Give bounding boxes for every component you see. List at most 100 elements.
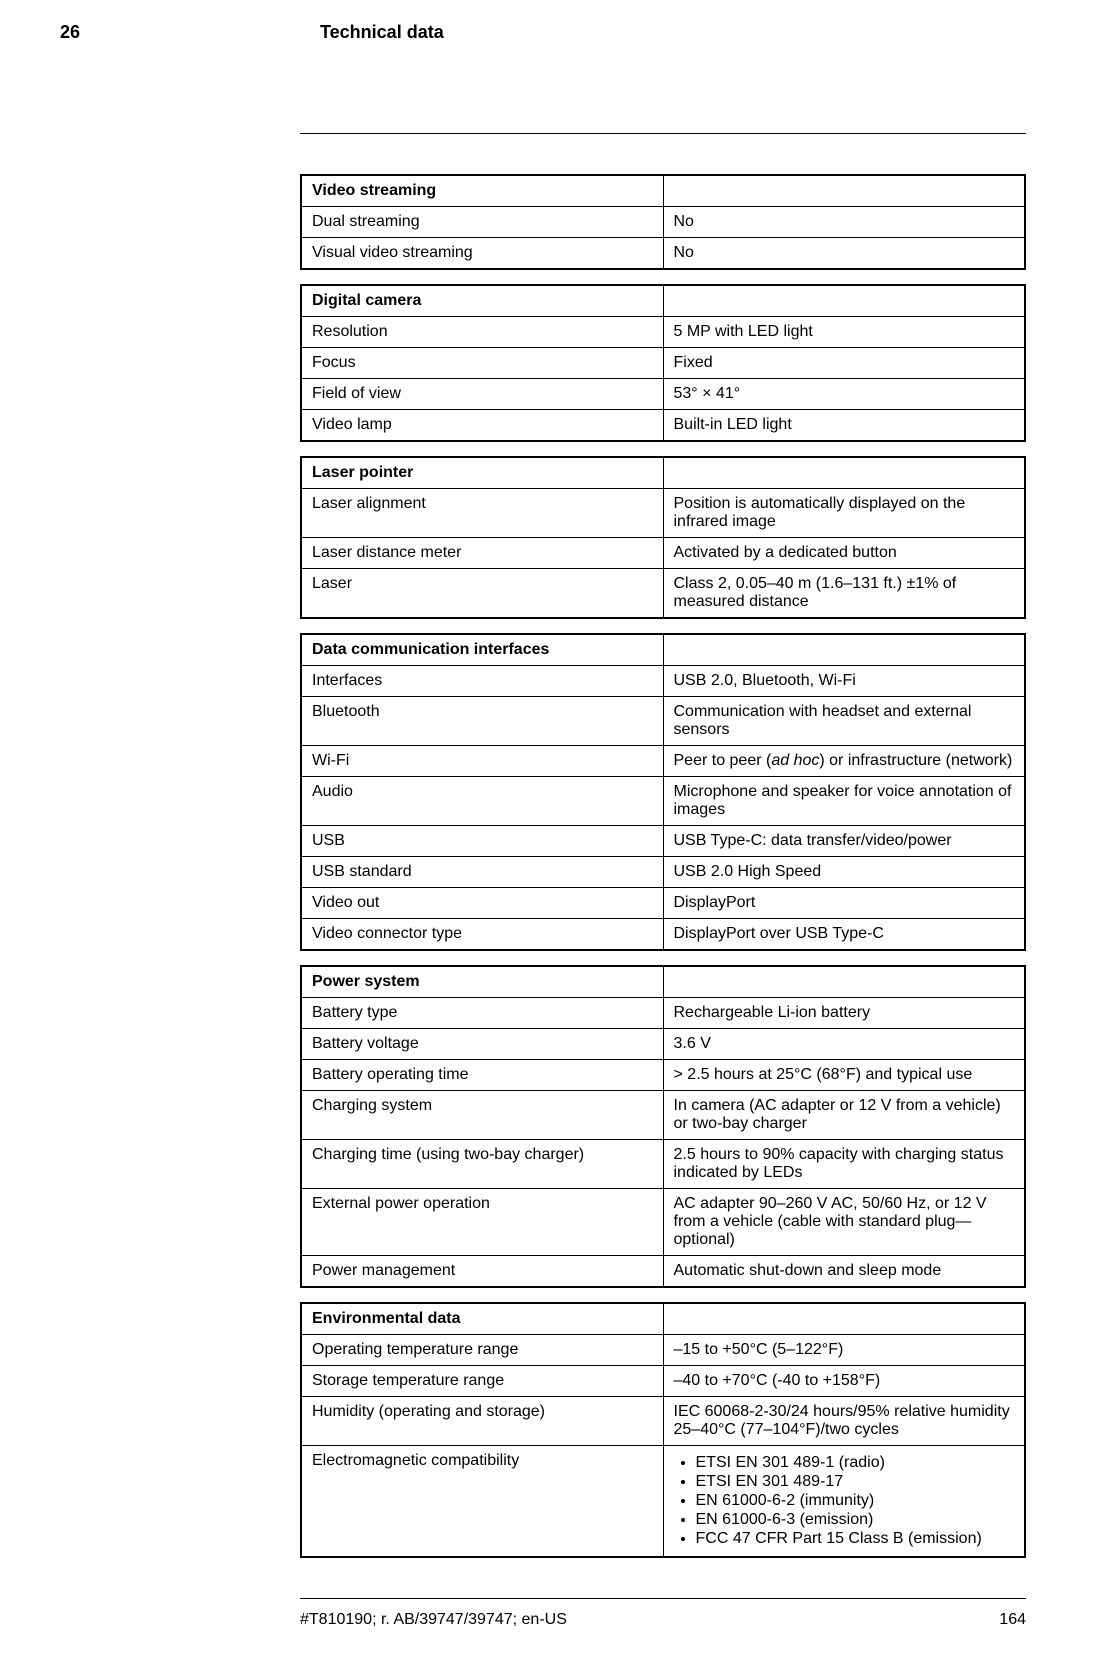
spec-value: Position is automatically displayed on t… [663,489,1025,538]
spec-label: Charging time (using two-bay charger) [301,1140,663,1189]
table-laser-pointer: Laser pointer Laser alignment Position i… [300,456,1026,619]
table-row: External power operation AC adapter 90–2… [301,1189,1025,1256]
table-header-empty [663,634,1025,666]
page-number: 164 [999,1611,1026,1629]
list-item: ETSI EN 301 489-1 (radio) [696,1454,1015,1472]
spec-value: ETSI EN 301 489-1 (radio)ETSI EN 301 489… [663,1446,1025,1558]
spec-value: DisplayPort [663,888,1025,919]
spec-label: Laser [301,569,663,619]
table-header: Power system [301,966,663,998]
spec-label: Battery voltage [301,1029,663,1060]
spec-value: 53° × 41° [663,379,1025,410]
table-row: Video connector type DisplayPort over US… [301,919,1025,951]
spec-label: Humidity (operating and storage) [301,1397,663,1446]
table-row: Charging system In camera (AC adapter or… [301,1091,1025,1140]
spec-label: Electromagnetic compatibility [301,1446,663,1558]
spec-label: Dual streaming [301,207,663,238]
spec-value: –40 to +70°C (-40 to +158°F) [663,1366,1025,1397]
top-rule [300,133,1026,134]
list-item: FCC 47 CFR Part 15 Class B (emission) [696,1530,1015,1548]
spec-label: Field of view [301,379,663,410]
page-footer: #T810190; r. AB/39747/39747; en-US 164 [300,1611,1026,1629]
list-item: EN 61000-6-2 (immunity) [696,1492,1015,1510]
spec-value: USB 2.0, Bluetooth, Wi-Fi [663,666,1025,697]
table-header: Environmental data [301,1303,663,1335]
table-row: Operating temperature range –15 to +50°C… [301,1335,1025,1366]
table-row: Focus Fixed [301,348,1025,379]
section-number: 26 [60,22,100,43]
spec-value: USB 2.0 High Speed [663,857,1025,888]
page-header: 26 Technical data [60,22,1036,43]
spec-value: > 2.5 hours at 25°C (68°F) and typical u… [663,1060,1025,1091]
spec-value: 5 MP with LED light [663,317,1025,348]
spec-label: Laser alignment [301,489,663,538]
spec-value: Built-in LED light [663,410,1025,442]
table-row: Visual video streaming No [301,238,1025,270]
spec-value: IEC 60068-2-30/24 hours/95% relative hum… [663,1397,1025,1446]
spec-label: Video out [301,888,663,919]
list-item: EN 61000-6-3 (emission) [696,1511,1015,1529]
spec-label: Focus [301,348,663,379]
table-row: Dual streaming No [301,207,1025,238]
table-row: Storage temperature range –40 to +70°C (… [301,1366,1025,1397]
spec-value: Microphone and speaker for voice annotat… [663,777,1025,826]
table-environmental: Environmental data Operating temperature… [300,1302,1026,1558]
table-row: Wi-Fi Peer to peer (ad hoc) or infrastru… [301,746,1025,777]
spec-label: Power management [301,1256,663,1288]
spec-value: No [663,207,1025,238]
spec-value: Class 2, 0.05–40 m (1.6–131 ft.) ±1% of … [663,569,1025,619]
emc-list: ETSI EN 301 489-1 (radio)ETSI EN 301 489… [674,1454,1015,1548]
spec-value: USB Type-C: data transfer/video/power [663,826,1025,857]
table-row: Battery type Rechargeable Li-ion battery [301,998,1025,1029]
table-header-empty [663,457,1025,489]
spec-value: 3.6 V [663,1029,1025,1060]
table-header: Video streaming [301,175,663,207]
spec-label: Operating temperature range [301,1335,663,1366]
spec-value: In camera (AC adapter or 12 V from a veh… [663,1091,1025,1140]
spec-value: –15 to +50°C (5–122°F) [663,1335,1025,1366]
spec-label: Video lamp [301,410,663,442]
spec-value: Fixed [663,348,1025,379]
spec-label: Interfaces [301,666,663,697]
spec-label: Battery type [301,998,663,1029]
spec-label: Laser distance meter [301,538,663,569]
spec-value: AC adapter 90–260 V AC, 50/60 Hz, or 12 … [663,1189,1025,1256]
bottom-rule [300,1598,1026,1599]
spec-value: No [663,238,1025,270]
table-row: Charging time (using two-bay charger) 2.… [301,1140,1025,1189]
table-data-comm: Data communication interfaces Interfaces… [300,633,1026,951]
spec-label: Bluetooth [301,697,663,746]
table-row: Audio Microphone and speaker for voice a… [301,777,1025,826]
table-row: Video lamp Built-in LED light [301,410,1025,442]
table-digital-camera: Digital camera Resolution 5 MP with LED … [300,284,1026,442]
spec-label: Resolution [301,317,663,348]
table-row: Laser distance meter Activated by a dedi… [301,538,1025,569]
table-row: Field of view 53° × 41° [301,379,1025,410]
table-row: Laser alignment Position is automaticall… [301,489,1025,538]
spec-label: Visual video streaming [301,238,663,270]
table-row: USB standard USB 2.0 High Speed [301,857,1025,888]
spec-label: Video connector type [301,919,663,951]
table-video-streaming: Video streaming Dual streaming No Visual… [300,174,1026,270]
spec-label: Storage temperature range [301,1366,663,1397]
doc-id: #T810190; r. AB/39747/39747; en-US [300,1611,567,1629]
spec-label: Battery operating time [301,1060,663,1091]
list-item: ETSI EN 301 489-17 [696,1473,1015,1491]
table-header-empty [663,175,1025,207]
table-header: Laser pointer [301,457,663,489]
table-header-empty [663,285,1025,317]
spec-value: Automatic shut-down and sleep mode [663,1256,1025,1288]
spec-value: DisplayPort over USB Type-C [663,919,1025,951]
table-row: Bluetooth Communication with headset and… [301,697,1025,746]
table-row: Battery voltage 3.6 V [301,1029,1025,1060]
table-row: Battery operating time > 2.5 hours at 25… [301,1060,1025,1091]
content-area: Video streaming Dual streaming No Visual… [300,133,1026,1599]
spec-label: Audio [301,777,663,826]
table-power-system: Power system Battery type Rechargeable L… [300,965,1026,1288]
spec-label: USB [301,826,663,857]
table-row: Resolution 5 MP with LED light [301,317,1025,348]
table-header: Digital camera [301,285,663,317]
table-row: Power management Automatic shut-down and… [301,1256,1025,1288]
table-row: Electromagnetic compatibility ETSI EN 30… [301,1446,1025,1558]
section-title: Technical data [320,22,444,43]
